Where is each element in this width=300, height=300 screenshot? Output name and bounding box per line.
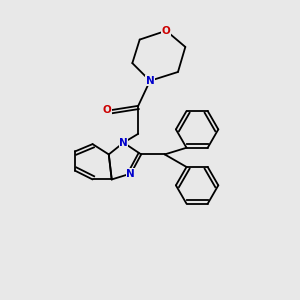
Text: N: N [119, 138, 128, 148]
Text: N: N [127, 169, 135, 178]
Text: N: N [146, 76, 154, 86]
Text: O: O [103, 105, 112, 115]
Text: O: O [162, 26, 171, 36]
